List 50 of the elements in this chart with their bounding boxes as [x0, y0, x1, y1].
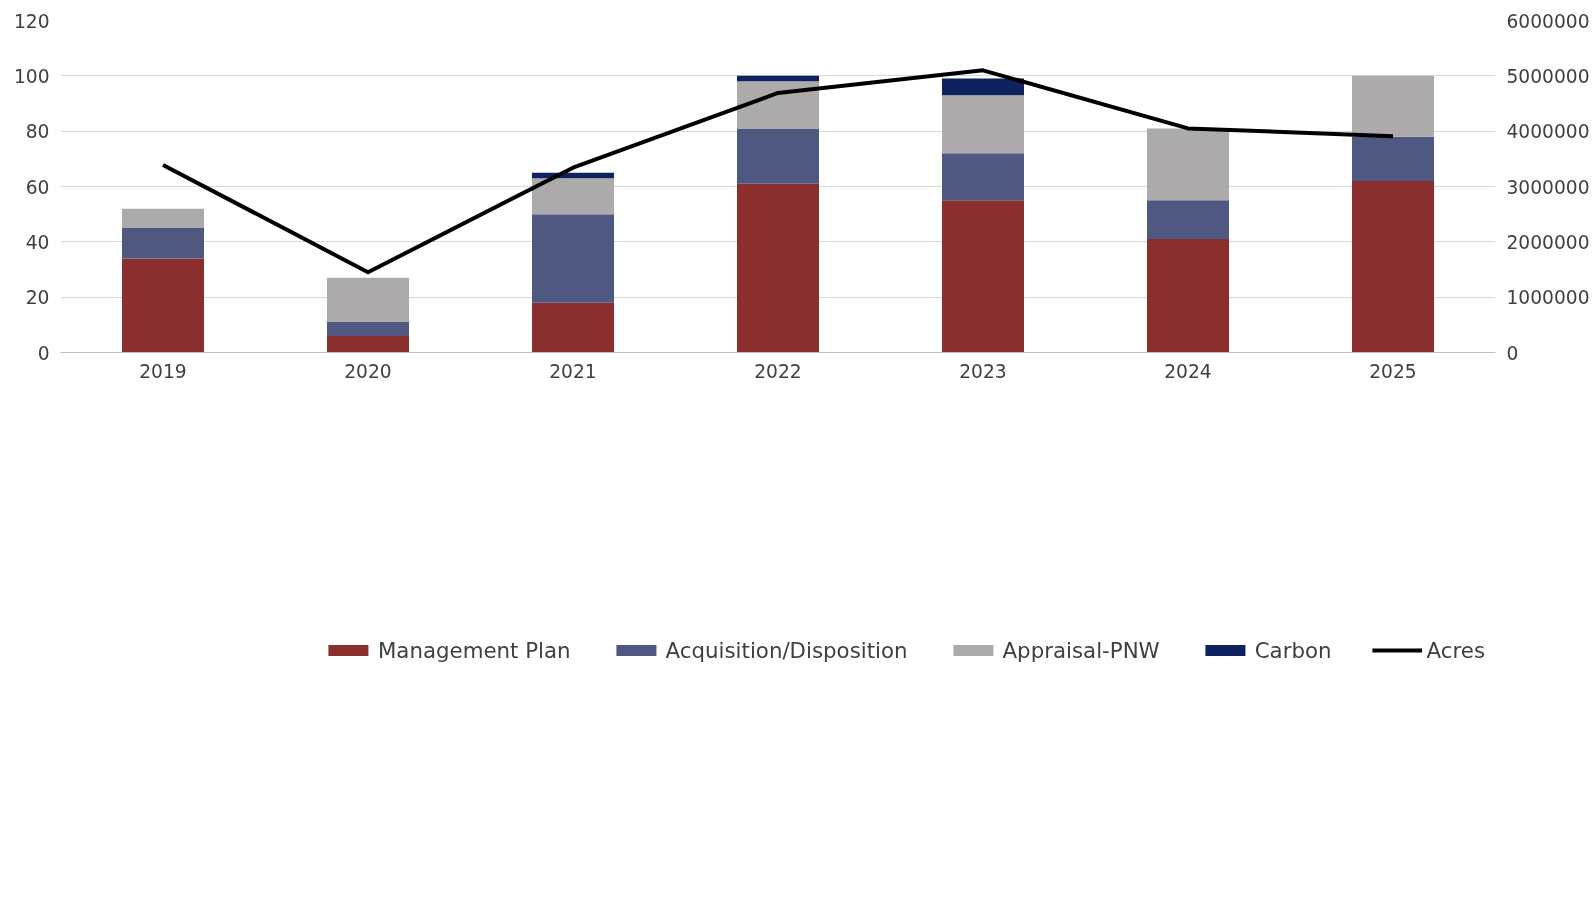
bar [1147, 239, 1229, 353]
bar [942, 200, 1024, 353]
line-series [161, 68, 1395, 275]
x-tick-label: 2021 [549, 360, 597, 382]
y-tick-label: 20 [25, 287, 50, 309]
bar [737, 128, 819, 184]
y2-tick-label: 5000000 [1506, 65, 1590, 87]
y2-tick-label: 6000000 [1506, 10, 1590, 32]
bar [737, 75, 819, 82]
bar [532, 214, 614, 303]
bar [532, 178, 614, 215]
bar [942, 153, 1024, 201]
y2-tick-label: 0 [1506, 342, 1519, 364]
y-tick-label: 100 [13, 65, 50, 87]
bar [327, 335, 409, 353]
bar [122, 228, 204, 259]
bar [1147, 128, 1229, 201]
y2-tick-label: 3000000 [1506, 176, 1590, 198]
x-tick-label: 2019 [139, 360, 187, 382]
legend-label: Management Plan [377, 637, 571, 663]
y-tick-label: 60 [25, 176, 50, 198]
y2-tick-label: 1000000 [1506, 287, 1590, 309]
y-tick-label: 40 [25, 231, 50, 253]
legend-label: Acres [1426, 637, 1485, 663]
x-tick-label: 2024 [1164, 360, 1212, 382]
bar [327, 322, 409, 336]
y-tick-label: 0 [37, 342, 50, 364]
x-tick-label: 2023 [959, 360, 1007, 382]
y-tick-label: 80 [25, 121, 50, 143]
legend-label: Carbon [1254, 637, 1332, 663]
y2-tick-label: 4000000 [1506, 121, 1590, 143]
bar [532, 302, 614, 353]
x-tick-label: 2022 [754, 360, 802, 382]
bar [122, 208, 204, 228]
bar [327, 277, 409, 323]
bar [737, 183, 819, 353]
y-tick-label: 120 [13, 10, 50, 32]
legend-label: Appraisal-PNW [1002, 637, 1160, 663]
bar [1352, 75, 1434, 137]
bar [942, 95, 1024, 154]
bar [737, 81, 819, 129]
bar [942, 78, 1024, 96]
x-tick-label: 2025 [1369, 360, 1417, 382]
y2-tick-label: 2000000 [1506, 231, 1590, 253]
bar [1352, 180, 1434, 353]
bar [1147, 200, 1229, 240]
legend-label: Acquisition/Disposition [665, 637, 908, 663]
x-tick-label: 2020 [344, 360, 392, 382]
bar [122, 258, 204, 353]
bar [1352, 136, 1434, 181]
